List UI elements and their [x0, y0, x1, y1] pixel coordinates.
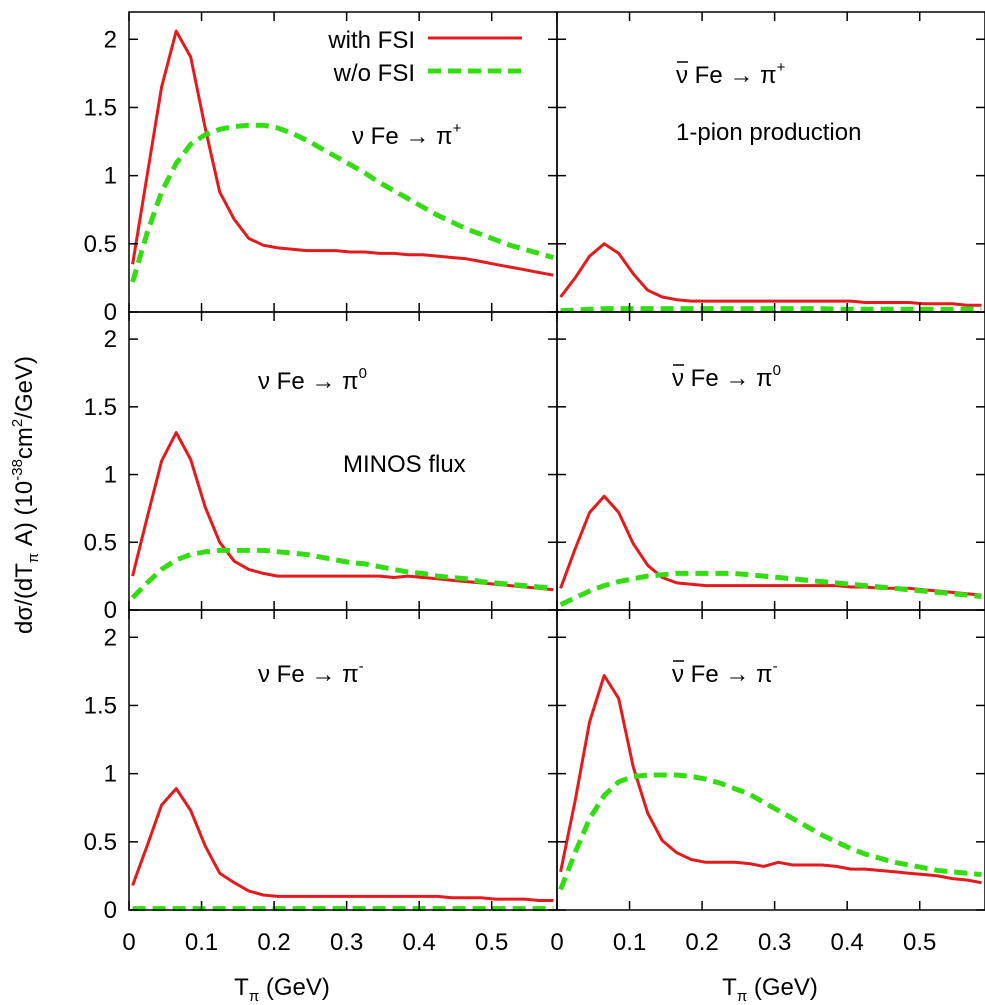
x-tick-label: 0.3 — [758, 929, 791, 956]
plot-frame — [556, 609, 985, 911]
series-line-with-fsi — [131, 787, 554, 902]
x-tick-label: 0.1 — [185, 929, 218, 956]
series-line-with-fsi — [559, 242, 982, 307]
legend: with FSI w/o FSI — [327, 27, 522, 87]
y-tick-label: 0 — [104, 299, 117, 326]
y-tick-label: 0.5 — [84, 529, 117, 556]
series-line-without-fsi — [130, 122, 555, 283]
series-line-without-fsi — [559, 570, 982, 607]
reaction-label: ν Fe → π0 — [672, 362, 781, 392]
reaction-label: ν Fe → π- — [672, 658, 778, 688]
x-tick-label: 0 — [122, 929, 135, 956]
series-line-with-fsi — [131, 29, 554, 277]
reaction-label: ν Fe → π- — [258, 658, 364, 688]
legend-label-without-fsi: w/o FSI — [333, 60, 415, 87]
reaction-label: ν Fe → π+ — [676, 59, 786, 89]
series-line-without-fsi — [130, 547, 554, 600]
y-tick-label: 0 — [104, 597, 117, 624]
reaction-label: ν Fe → π0 — [258, 365, 367, 395]
panels: 0 0.5 1 1.5 2 ν Fe → π+ ν Fe → π+ 0 0.5 1 1.5 2 ν Fe… — [84, 11, 985, 956]
series-line-without-fsi — [558, 772, 982, 891]
plot-frame — [556, 311, 985, 611]
y-axis-label: dσ/(dTπ A) (10-38cm2/GeV) — [9, 356, 42, 634]
y-tick-label: 1 — [104, 163, 117, 190]
y-tick-label: 2 — [104, 26, 117, 53]
y-tick-label: 1.5 — [84, 94, 117, 121]
x-tick-label: 0.5 — [903, 929, 936, 956]
series-line-with-fsi — [559, 494, 982, 597]
reaction-label: ν Fe → π+ — [352, 120, 462, 150]
y-tick-label: 1 — [104, 462, 117, 489]
y-tick-label: 0 — [104, 897, 117, 924]
x-tick-label: 0.2 — [685, 929, 718, 956]
y-tick-label: 1.5 — [84, 394, 117, 421]
process-annotation: 1-pion production — [676, 119, 861, 146]
y-tick-label: 1.5 — [84, 692, 117, 719]
plot-frame — [128, 11, 558, 313]
x-axis-label-right: Tπ (GeV) — [722, 974, 818, 1005]
flux-annotation: MINOS flux — [343, 451, 466, 478]
y-tick-label: 0.5 — [84, 231, 117, 258]
x-tick-label: 0.4 — [402, 929, 435, 956]
panel-top-right: ν Fe → π+ — [556, 11, 985, 314]
x-tick-label: 0 — [550, 929, 563, 956]
x-tick-label: 0.1 — [613, 929, 646, 956]
y-tick-label: 2 — [104, 624, 117, 651]
panel-bottom-left: 0 0.5 1 1.5 2 0 0.1 0.2 0.3 0.4 0.5 ν Fe → π- — [84, 609, 558, 956]
y-tick-label: 0.5 — [84, 829, 117, 856]
panel-bottom-right: 0 0.1 0.2 0.3 0.4 0.5 ν Fe → π- — [550, 609, 985, 956]
panel-middle-left: 0 0.5 1 1.5 2 ν Fe → π0 — [84, 311, 558, 624]
x-axis-label-left: Tπ (GeV) — [234, 974, 330, 1005]
legend-label-with-fsi: with FSI — [327, 27, 415, 54]
series-line-with-fsi — [559, 674, 982, 885]
y-tick-label: 1 — [104, 761, 117, 788]
panel-top-left: 0 0.5 1 1.5 2 ν Fe → π+ — [84, 11, 558, 326]
plot-frame — [128, 609, 558, 911]
x-tick-label: 0.2 — [257, 929, 290, 956]
panel-middle-right: ν Fe → π0 — [556, 311, 985, 611]
x-tick-label: 0.5 — [475, 929, 508, 956]
plot-frame — [556, 11, 985, 313]
y-tick-label: 2 — [104, 326, 117, 353]
x-tick-label: 0.4 — [830, 929, 863, 956]
series-line-without-fsi — [560, 306, 982, 314]
x-tick-label: 0.3 — [330, 929, 363, 956]
